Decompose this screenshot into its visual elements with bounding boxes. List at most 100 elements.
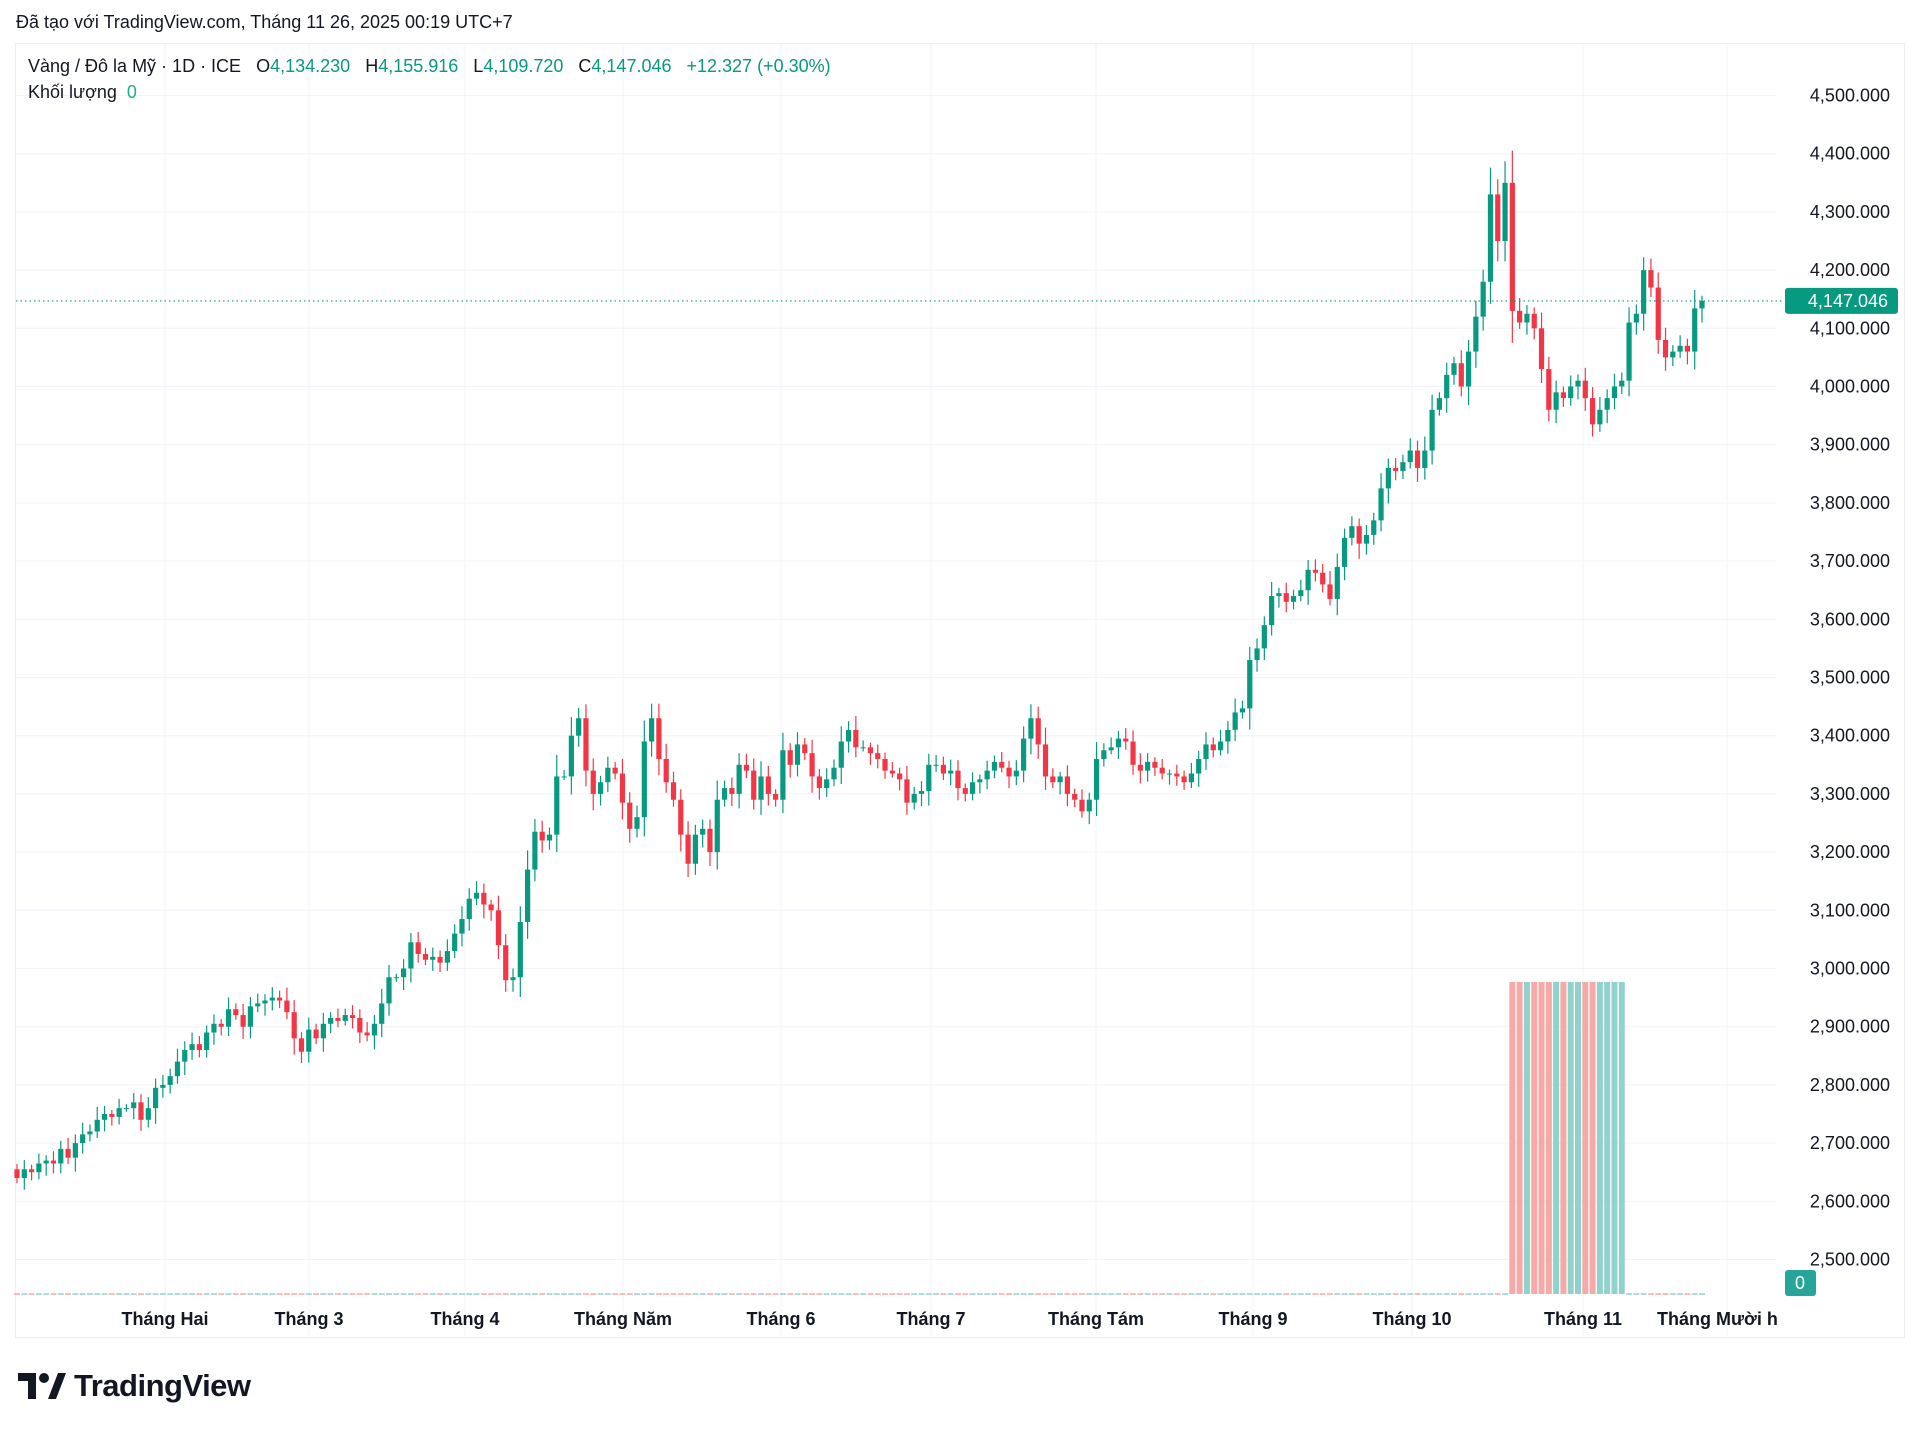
candle xyxy=(612,761,618,780)
price-tick-label: 3,000.000 xyxy=(1810,959,1890,979)
candle xyxy=(196,1036,202,1058)
candle xyxy=(335,1008,341,1028)
candle xyxy=(1414,440,1421,482)
candle-body xyxy=(306,1029,312,1052)
candle-body xyxy=(612,767,618,774)
candle-body xyxy=(1626,322,1632,381)
candle-body xyxy=(1363,534,1370,544)
candle-body xyxy=(481,892,487,905)
candle-body xyxy=(459,919,465,934)
candle xyxy=(1400,454,1406,480)
candle xyxy=(685,821,691,878)
candle-body xyxy=(415,942,421,954)
candle xyxy=(1137,753,1143,784)
low-value: 4,109.720 xyxy=(483,56,564,76)
candle-body xyxy=(1517,310,1523,323)
volume-bar xyxy=(1545,982,1552,1294)
candle-body xyxy=(1568,386,1574,399)
candle-body xyxy=(269,997,275,1001)
candle xyxy=(940,756,946,780)
candle xyxy=(831,759,837,787)
candle xyxy=(233,1003,239,1020)
candle xyxy=(1312,559,1318,582)
candle xyxy=(1393,458,1399,481)
candle xyxy=(1108,737,1114,755)
candle-body xyxy=(736,764,742,794)
candle-body xyxy=(918,790,925,794)
candle-body xyxy=(1042,744,1049,777)
candle xyxy=(313,1023,319,1045)
high-value: 4,155.916 xyxy=(378,56,459,76)
candle-body xyxy=(568,735,574,777)
candle-body xyxy=(1101,750,1107,759)
candle xyxy=(1188,763,1194,789)
candle xyxy=(510,968,516,992)
candle-body xyxy=(1597,409,1603,425)
tradingview-logo[interactable]: TradingView xyxy=(18,1368,251,1404)
candle-body xyxy=(262,1000,268,1004)
candle-body xyxy=(1064,776,1070,794)
volume-bar xyxy=(1538,982,1545,1294)
candle xyxy=(546,827,553,850)
candle xyxy=(853,715,859,758)
candle-body xyxy=(933,764,939,766)
candle-body xyxy=(532,831,538,870)
candle xyxy=(1072,788,1078,808)
candle-body xyxy=(1050,776,1056,783)
candle xyxy=(211,1014,217,1045)
candle xyxy=(1196,750,1202,787)
candle-body xyxy=(1159,767,1165,774)
candle xyxy=(276,990,283,1009)
candle-body xyxy=(1239,708,1246,713)
candle-body xyxy=(430,956,436,960)
candle xyxy=(58,1140,64,1174)
candle-body xyxy=(911,793,917,803)
candle-body xyxy=(627,802,633,829)
candle xyxy=(1465,339,1472,406)
candle xyxy=(969,772,976,801)
candle-body xyxy=(1341,537,1348,567)
candle xyxy=(72,1134,78,1172)
candle xyxy=(189,1032,195,1060)
candle xyxy=(773,789,779,807)
candle xyxy=(1239,700,1246,719)
volume-label: Khối lượng xyxy=(28,82,117,102)
candle xyxy=(1232,698,1238,741)
candle xyxy=(751,758,757,810)
candle xyxy=(1480,269,1486,331)
candle-body xyxy=(955,770,961,789)
candle xyxy=(1327,570,1333,606)
volume-bar xyxy=(1574,982,1581,1294)
candle-body xyxy=(1028,718,1034,739)
price-tick-label: 2,600.000 xyxy=(1810,1191,1890,1211)
volume-legend: Khối lượng 0 xyxy=(28,82,137,103)
month-tick-label: Tháng 6 xyxy=(746,1309,815,1329)
price-tick-label: 2,500.000 xyxy=(1810,1250,1890,1270)
candle xyxy=(999,751,1005,773)
candle-body xyxy=(816,776,822,789)
candle-body xyxy=(422,953,429,960)
candle xyxy=(43,1155,49,1176)
candle xyxy=(984,760,990,790)
candle-body xyxy=(1641,270,1647,314)
candle xyxy=(437,950,443,972)
candle xyxy=(488,899,494,921)
price-tick-label: 2,800.000 xyxy=(1810,1075,1890,1095)
candle xyxy=(444,939,450,971)
candle xyxy=(1575,374,1581,400)
candle xyxy=(1210,737,1216,758)
candle xyxy=(576,707,582,747)
candle xyxy=(1560,386,1567,407)
candle-body xyxy=(452,933,458,952)
candle-body xyxy=(977,779,983,783)
price-tick-label: 4,400.000 xyxy=(1810,144,1890,164)
candle-body xyxy=(1188,773,1194,783)
candle-body xyxy=(678,799,684,835)
candle-body xyxy=(1312,569,1318,573)
candle-body xyxy=(875,753,881,759)
candle-body xyxy=(1093,758,1100,800)
candle-body xyxy=(328,1017,334,1024)
candle xyxy=(867,742,874,765)
candle xyxy=(525,850,531,939)
